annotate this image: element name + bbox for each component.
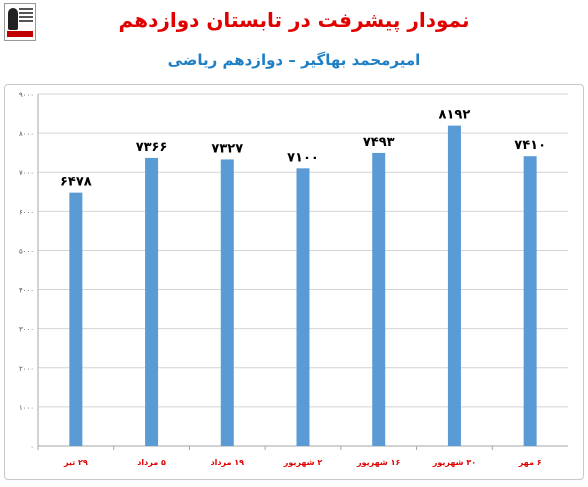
- data-label: ۷۳۲۷: [211, 141, 243, 156]
- chart-frame: [4, 84, 584, 480]
- bar: [69, 192, 83, 446]
- x-tick-label: ۳۰ شهریور: [432, 458, 476, 467]
- x-tick-label: ۵ مرداد: [137, 458, 166, 467]
- bar: [523, 156, 537, 447]
- bar: [372, 152, 386, 447]
- data-label: ۶۴۷۸: [60, 175, 92, 190]
- y-tick-label: ۳۰۰۰: [19, 326, 34, 334]
- logo-figure: [8, 8, 18, 30]
- chart-subtitle: امیرمحمد بهاگیر – دوازدهم ریاضی: [167, 51, 421, 69]
- y-tick-label: ۵۰۰۰: [19, 247, 34, 255]
- data-label: ۷۳۶۶: [136, 140, 168, 155]
- logo-text-lines: [19, 8, 33, 10]
- data-label: ۷۴۱۰: [514, 138, 546, 153]
- y-tick-label: ۲۰۰۰: [19, 365, 34, 373]
- data-label: ۷۱۰۰: [287, 150, 319, 165]
- y-tick-label: ۱۰۰۰: [19, 404, 34, 412]
- x-tick-label: ۲۹ تیر: [63, 458, 88, 467]
- y-tick-label: ۸۰۰۰: [19, 130, 34, 138]
- data-label: ۷۴۹۳: [363, 135, 395, 150]
- logo-bar: [7, 31, 33, 37]
- bar: [296, 168, 310, 447]
- bar: [447, 125, 461, 446]
- logo: [4, 3, 36, 41]
- y-tick-label: ۴۰۰۰: [19, 287, 34, 295]
- y-tick-label: ۶۰۰۰: [19, 208, 34, 216]
- x-tick-label: ۶ مهر: [518, 458, 542, 467]
- y-tick-label: ۷۰۰۰: [19, 169, 34, 177]
- x-tick-label: ۱۹ مرداد: [211, 458, 245, 467]
- y-tick-label: ۹۰۰۰: [19, 91, 34, 99]
- y-tick-label: ۰: [30, 443, 34, 451]
- bar: [145, 157, 159, 446]
- data-label: ۸۱۹۲: [439, 108, 471, 123]
- x-tick-label: ۱۶ شهریور: [356, 458, 400, 467]
- chart-title: نمودار پیشرفت در تابستان دوازدهم: [118, 8, 470, 32]
- x-tick-label: ۲ شهریور: [283, 458, 323, 467]
- bar: [220, 159, 234, 446]
